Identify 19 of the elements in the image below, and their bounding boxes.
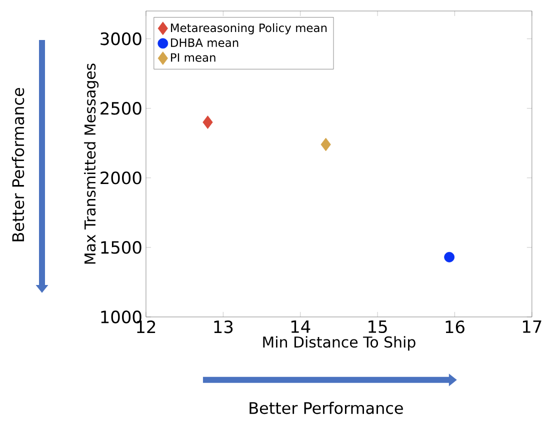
legend-label: Metareasoning Policy mean bbox=[171, 23, 327, 34]
y-tick-label: 1500 bbox=[101, 241, 142, 254]
legend-label: DHBA mean bbox=[171, 38, 238, 48]
legend-label: PI mean bbox=[171, 53, 216, 62]
y-tick-label: 3000 bbox=[100, 32, 142, 46]
point bbox=[444, 252, 455, 262]
x-tick-label: 13 bbox=[214, 320, 233, 334]
text: Better Performance bbox=[250, 402, 403, 414]
x-tick-label: 15 bbox=[368, 320, 387, 334]
x-axis-title: Min Distance To Ship bbox=[263, 336, 416, 351]
x-tick-label: 14 bbox=[291, 320, 310, 333]
y-axis-title: Max Transmitted Messages bbox=[84, 64, 99, 264]
y-tick-label: 2500 bbox=[100, 102, 142, 115]
point bbox=[320, 138, 331, 152]
x-tick-label: 16 bbox=[446, 320, 464, 334]
point bbox=[202, 116, 213, 129]
text: Better Performance bbox=[12, 88, 24, 242]
y-tick-label: 2000 bbox=[100, 171, 142, 184]
x-tick-label: 17 bbox=[522, 320, 542, 333]
